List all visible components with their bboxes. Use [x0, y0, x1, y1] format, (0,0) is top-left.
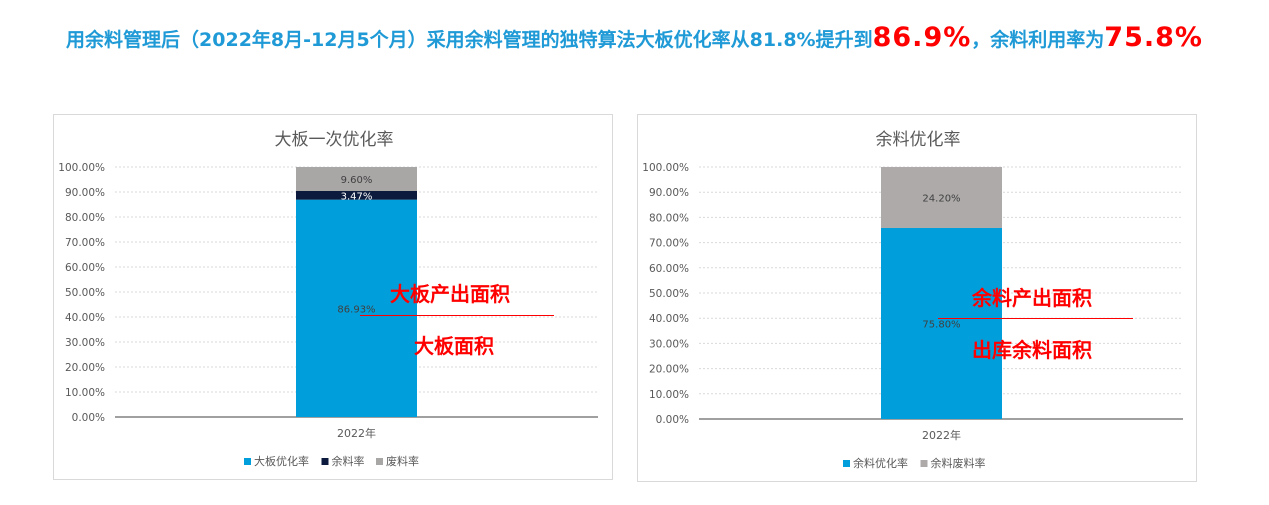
legend-label: 余料优化率 [853, 456, 908, 470]
legend-swatch [376, 458, 383, 465]
data-label: 3.47% [341, 191, 373, 202]
y-tick-label: 10.00% [649, 389, 689, 401]
y-tick-label: 60.00% [65, 262, 105, 274]
y-tick-label: 40.00% [649, 313, 689, 325]
bar-segment [296, 199, 417, 417]
headline-value-remnant-utilization: 75.8% [1104, 22, 1203, 53]
legend-swatch [843, 460, 850, 467]
legend-label: 废料率 [386, 454, 419, 468]
chart-title: 大板一次优化率 [275, 130, 394, 150]
headline-prefix: 用余料管理后（2022年8月-12月5个月）采用余料管理的独特算法大板优化率从8… [66, 29, 873, 51]
legend-swatch [321, 458, 329, 465]
data-label: 86.93% [337, 304, 375, 315]
bar-segment [296, 191, 417, 200]
y-tick-label: 30.00% [649, 338, 689, 350]
headline: 用余料管理后（2022年8月-12月5个月）采用余料管理的独特算法大板优化率从8… [0, 22, 1269, 53]
data-label: 75.80% [922, 319, 960, 330]
y-tick-label: 70.00% [649, 238, 689, 250]
x-tick-label: 2022年 [922, 428, 961, 442]
y-tick-label: 100.00% [642, 162, 689, 174]
legend-label: 大板优化率 [254, 454, 309, 468]
legend-swatch [244, 458, 251, 465]
y-tick-label: 10.00% [65, 387, 105, 399]
y-tick-label: 20.00% [65, 362, 105, 374]
legend-swatch [920, 460, 928, 467]
legend-label: 余料废料率 [931, 456, 986, 470]
data-label: 24.20% [922, 193, 960, 204]
y-tick-label: 0.00% [656, 414, 689, 426]
x-tick-label: 2022年 [337, 426, 376, 440]
headline-middle: ，余料利用率为 [971, 29, 1105, 51]
formula-denominator: 大板面积 [414, 334, 494, 358]
chart-title: 余料优化率 [876, 130, 961, 150]
y-tick-label: 70.00% [65, 237, 105, 249]
formula-fraction-line [938, 318, 1133, 319]
bar-segment [881, 227, 1002, 419]
bar-segment [296, 167, 417, 191]
bar-segment [881, 167, 1002, 228]
y-tick-label: 50.00% [65, 287, 105, 299]
y-tick-label: 90.00% [649, 187, 689, 199]
y-tick-label: 100.00% [58, 162, 105, 174]
formula-numerator: 大板产出面积 [390, 282, 510, 306]
formula-denominator: 出库余料面积 [972, 338, 1092, 362]
y-tick-label: 30.00% [65, 337, 105, 349]
y-tick-label: 60.00% [649, 263, 689, 275]
chart-remnant-optimization: 余料优化率 0.00% 10.00% 20.00% 30.00% 40.00% 50.00%… [642, 130, 1183, 470]
y-tick-label: 20.00% [649, 364, 689, 376]
y-tick-label: 0.00% [72, 412, 105, 424]
y-tick-label: 40.00% [65, 312, 105, 324]
formula-numerator: 余料产出面积 [972, 286, 1092, 310]
data-label: 9.60% [341, 175, 373, 186]
y-tick-label: 80.00% [65, 212, 105, 224]
chart-panel-board-optimization: 大板一次优化率 0.00% 10.00% 20.00% 30.00% 40.00% 50.0… [53, 114, 613, 480]
y-tick-label: 90.00% [65, 187, 105, 199]
y-tick-label: 80.00% [649, 212, 689, 224]
legend-label: 余料率 [332, 454, 365, 468]
formula-fraction-line [360, 315, 554, 316]
headline-value-optimization-rate: 86.9% [872, 22, 972, 53]
chart-board-optimization: 大板一次优化率 0.00% 10.00% 20.00% 30.00% 40.00% 50.0… [58, 130, 598, 468]
chart-panel-remnant-optimization: 余料优化率 0.00% 10.00% 20.00% 30.00% 40.00% 50.00%… [637, 114, 1197, 482]
y-tick-label: 50.00% [649, 288, 689, 300]
